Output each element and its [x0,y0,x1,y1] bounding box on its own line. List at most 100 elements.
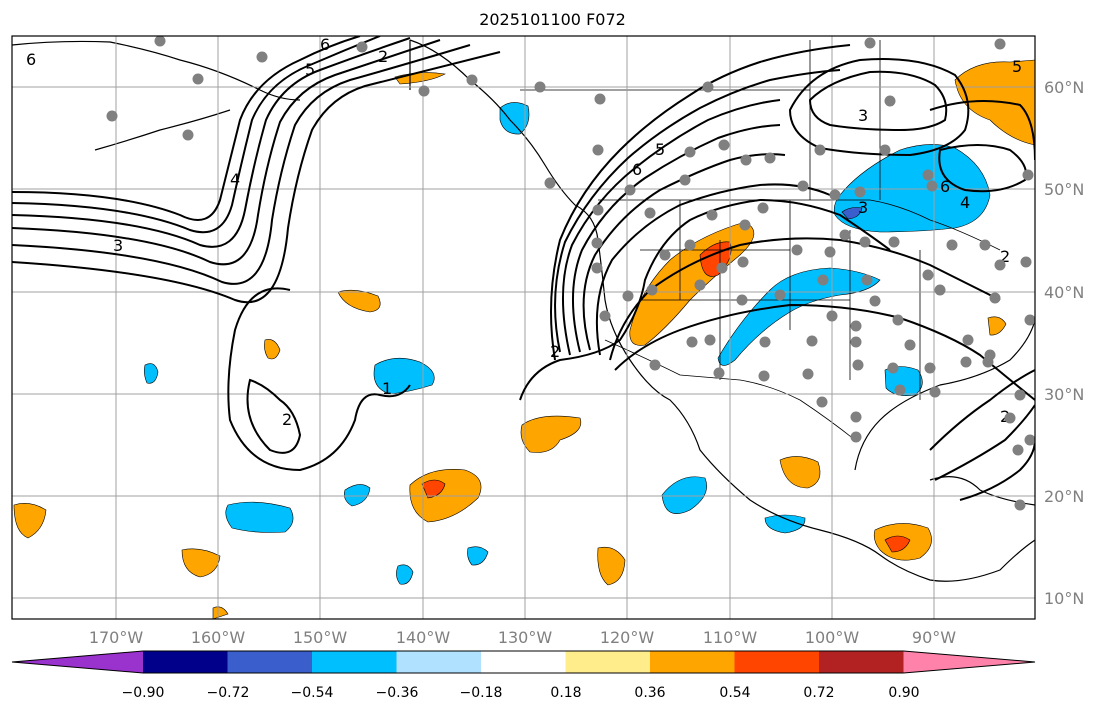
station-dot [806,335,818,347]
contour-label: 5 [655,140,665,159]
station-dot [852,359,864,371]
colorbar-outline [11,650,1036,674]
station-dot [592,144,604,156]
station-dot [946,239,958,251]
station-dot [624,184,636,196]
anomaly-negative [373,357,435,395]
station-dot [684,239,696,251]
anomaly-negative [467,546,489,566]
longitude-labels: 170°W 160°W 150°W 140°W 130°W 120°W 110°… [89,628,956,647]
colorbar-tick-labels: −0.90 −0.72 −0.54 −0.36 −0.18 0.18 0.36 … [122,685,920,701]
contour-label: 4 [960,193,970,212]
station-dot [758,370,770,382]
anomaly-strong [421,479,446,499]
anomaly-strong-negative [841,207,863,220]
station-dot [989,292,1001,304]
contour-label: 4 [230,170,240,189]
lat-label: 50°N [1044,180,1084,199]
anomaly-negative [344,484,371,507]
map-title: 2025101100 F072 [479,10,626,29]
contour-label: 2 [550,342,560,361]
station-dot [418,85,430,97]
colorbar-extend-low [12,651,143,673]
anomaly-positive [520,415,582,453]
station-dot [737,256,749,268]
colorbar-segment [734,651,820,673]
lat-label: 10°N [1044,589,1084,608]
colorbar-segment [143,651,228,673]
colorbar-tick-label: −0.54 [291,685,334,701]
colorbar-segment [819,651,904,673]
station-dot [888,236,900,248]
anomaly-positive [597,546,626,586]
contour-label: 5 [1012,57,1022,76]
station-dot [850,411,862,423]
anomaly-positive [987,316,1007,336]
station-dot [922,269,934,281]
contour-label: 6 [320,35,330,54]
lon-label: 110°W [703,628,758,647]
station-dot [850,431,862,443]
colorbar-tick-label: 0.90 [888,685,919,701]
station-dot [791,244,803,256]
station-dot [646,284,658,296]
station-dot [716,262,728,274]
colorbar-tick-label: −0.72 [207,685,250,701]
anomaly-negative [144,363,159,384]
station-dot [982,356,994,368]
station-dot [1020,256,1032,268]
lon-label: 130°W [498,628,553,647]
station-dot [718,139,730,151]
station-dot [960,356,972,368]
station-dot [622,290,634,302]
station-dot [894,384,906,396]
anomaly-positive [212,606,229,619]
station-dot [864,37,876,49]
station-dot [824,246,836,258]
colorbar-tick-label: −0.18 [460,685,503,701]
station-dot [994,259,1006,271]
station-dot [774,289,786,301]
anomaly-strong [884,535,911,553]
contour-label: 2 [1000,247,1010,266]
station-dot [962,334,974,346]
station-dot [861,274,873,286]
station-dot [154,36,166,47]
anomaly-positive [779,456,821,489]
lat-label: 30°N [1044,385,1084,404]
station-markers [106,36,1035,511]
station-dot [686,336,698,348]
anomaly-negative [499,102,530,135]
lon-label: 120°W [600,628,655,647]
station-dot [854,186,866,198]
station-dot [466,74,478,86]
station-dot [759,336,771,348]
station-dot [1012,444,1024,456]
station-dot [839,229,851,241]
station-dot [929,386,941,398]
station-dot [802,368,814,380]
contour-label: 2 [282,410,292,429]
lat-label: 40°N [1044,283,1084,302]
station-dot [684,146,696,158]
anomaly-positive [337,289,381,313]
station-dot [591,237,603,249]
contour-label: 3 [858,106,868,125]
station-dot [892,314,904,326]
contour-label: 6 [26,50,36,69]
station-dot [884,95,896,107]
station-dot [879,144,891,156]
colorbar-tick-label: 0.54 [719,685,750,701]
colorbar-segment [650,651,735,673]
station-dot [106,110,118,122]
station-dot [829,189,841,201]
colorbar-segment [312,651,397,673]
anomaly-negative [225,501,294,533]
station-dot [904,339,916,351]
station-dot [934,284,946,296]
station-dot [704,334,716,346]
station-dot [599,310,611,322]
station-dot [591,262,603,274]
station-dot [1024,434,1035,446]
